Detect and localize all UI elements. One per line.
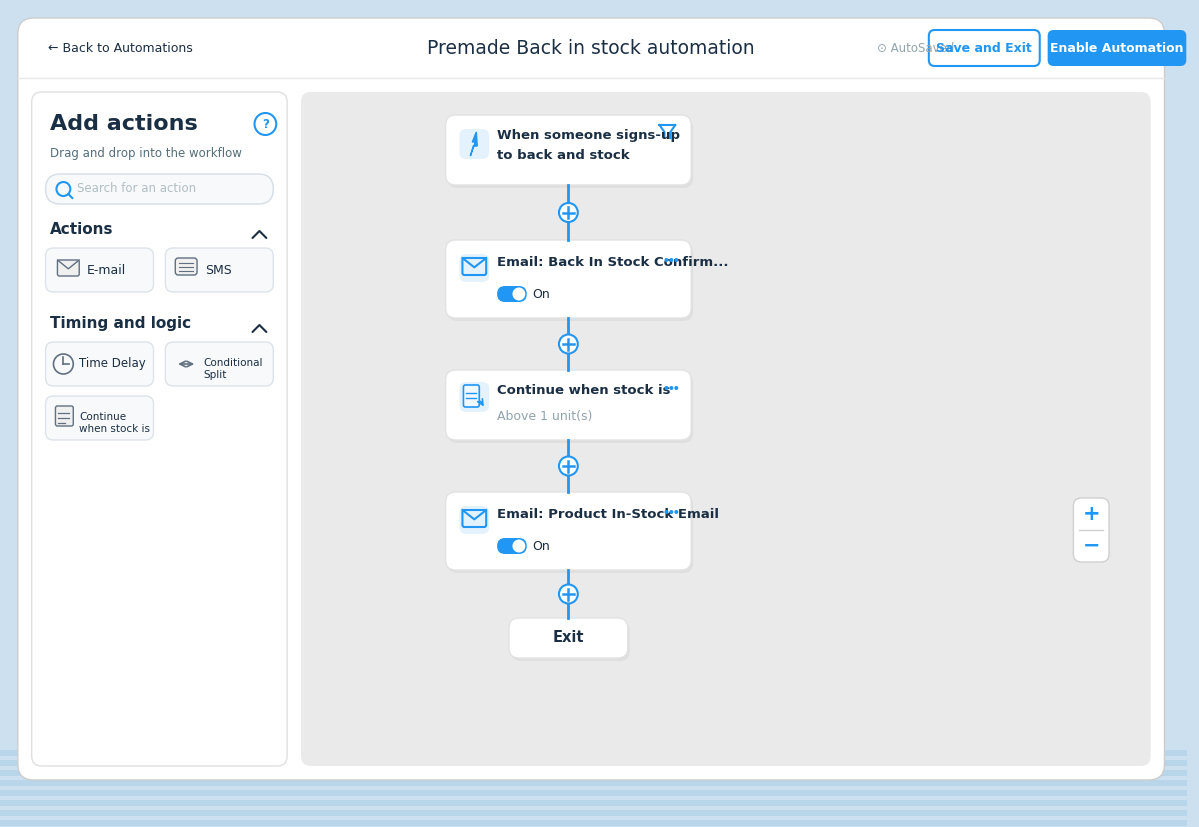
Text: E-mail: E-mail — [88, 264, 126, 276]
Circle shape — [664, 258, 668, 262]
Circle shape — [512, 288, 525, 300]
Text: Add actions: Add actions — [49, 114, 198, 134]
Text: −: − — [1083, 536, 1099, 556]
Circle shape — [674, 510, 679, 514]
Text: Premade Back in stock automation: Premade Back in stock automation — [427, 39, 755, 58]
FancyBboxPatch shape — [498, 286, 526, 302]
Circle shape — [674, 386, 679, 390]
FancyBboxPatch shape — [46, 396, 153, 440]
Text: Continue when stock is: Continue when stock is — [498, 384, 670, 397]
Text: Email: Product In-Stock Email: Email: Product In-Stock Email — [498, 508, 719, 521]
Circle shape — [669, 258, 674, 262]
FancyBboxPatch shape — [175, 258, 197, 275]
Bar — [0, 770, 1187, 776]
Circle shape — [559, 203, 578, 222]
Text: Timing and logic: Timing and logic — [49, 316, 191, 331]
Text: Conditional
Split: Conditional Split — [203, 358, 263, 380]
FancyBboxPatch shape — [446, 370, 691, 440]
FancyBboxPatch shape — [46, 342, 153, 386]
Text: On: On — [532, 288, 550, 300]
FancyBboxPatch shape — [46, 174, 273, 204]
FancyBboxPatch shape — [459, 254, 489, 282]
Circle shape — [559, 457, 578, 476]
Circle shape — [674, 258, 679, 262]
FancyBboxPatch shape — [1073, 498, 1109, 562]
FancyBboxPatch shape — [929, 30, 1040, 66]
Text: Search for an action: Search for an action — [77, 183, 197, 195]
Text: +: + — [1083, 504, 1099, 524]
Bar — [0, 790, 1187, 796]
Text: ?: ? — [261, 117, 269, 131]
FancyBboxPatch shape — [165, 342, 273, 386]
Bar — [0, 750, 1187, 756]
Text: When someone signs-up: When someone signs-up — [498, 129, 680, 142]
FancyBboxPatch shape — [18, 18, 1164, 780]
Bar — [0, 780, 1187, 786]
FancyBboxPatch shape — [459, 382, 489, 412]
Text: ⊙ AutoSaved: ⊙ AutoSaved — [878, 41, 954, 55]
Bar — [0, 810, 1187, 816]
Circle shape — [512, 539, 525, 552]
Circle shape — [669, 510, 674, 514]
Text: Enable Automation: Enable Automation — [1050, 41, 1183, 55]
FancyBboxPatch shape — [447, 495, 693, 573]
FancyBboxPatch shape — [46, 248, 153, 292]
Text: On: On — [532, 539, 550, 552]
Bar — [0, 800, 1187, 806]
Text: SMS: SMS — [205, 264, 231, 276]
Text: Save and Exit: Save and Exit — [936, 41, 1032, 55]
Circle shape — [559, 585, 578, 604]
FancyBboxPatch shape — [1048, 30, 1186, 66]
FancyBboxPatch shape — [58, 260, 79, 276]
Text: to back and stock: to back and stock — [498, 149, 629, 162]
Text: Email: Back In Stock Confirm...: Email: Back In Stock Confirm... — [498, 256, 729, 269]
Bar — [0, 760, 1187, 766]
FancyBboxPatch shape — [508, 618, 628, 658]
FancyBboxPatch shape — [446, 115, 691, 185]
Text: Exit: Exit — [553, 630, 584, 646]
FancyBboxPatch shape — [447, 373, 693, 443]
FancyBboxPatch shape — [165, 248, 273, 292]
FancyBboxPatch shape — [446, 492, 691, 570]
Text: Above 1 unit(s): Above 1 unit(s) — [498, 410, 592, 423]
FancyBboxPatch shape — [459, 129, 489, 159]
Text: Continue
when stock is: Continue when stock is — [79, 412, 150, 433]
Bar — [0, 820, 1187, 826]
Text: Actions: Actions — [49, 222, 113, 237]
FancyBboxPatch shape — [447, 118, 693, 188]
FancyBboxPatch shape — [464, 385, 480, 407]
Circle shape — [664, 510, 668, 514]
Text: Time Delay: Time Delay — [79, 357, 146, 370]
FancyBboxPatch shape — [447, 243, 693, 321]
FancyBboxPatch shape — [446, 240, 691, 318]
Circle shape — [664, 386, 668, 390]
FancyBboxPatch shape — [301, 92, 1151, 766]
Text: ← Back to Automations: ← Back to Automations — [48, 41, 192, 55]
Polygon shape — [470, 132, 477, 156]
Circle shape — [669, 386, 674, 390]
Circle shape — [559, 334, 578, 353]
FancyBboxPatch shape — [55, 406, 73, 426]
FancyBboxPatch shape — [498, 538, 526, 554]
Text: Drag and drop into the workflow: Drag and drop into the workflow — [49, 147, 241, 160]
FancyBboxPatch shape — [459, 506, 489, 534]
FancyBboxPatch shape — [31, 92, 288, 766]
FancyBboxPatch shape — [511, 621, 629, 661]
